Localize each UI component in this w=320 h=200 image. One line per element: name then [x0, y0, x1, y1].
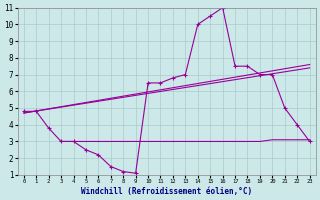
- X-axis label: Windchill (Refroidissement éolien,°C): Windchill (Refroidissement éolien,°C): [81, 187, 252, 196]
